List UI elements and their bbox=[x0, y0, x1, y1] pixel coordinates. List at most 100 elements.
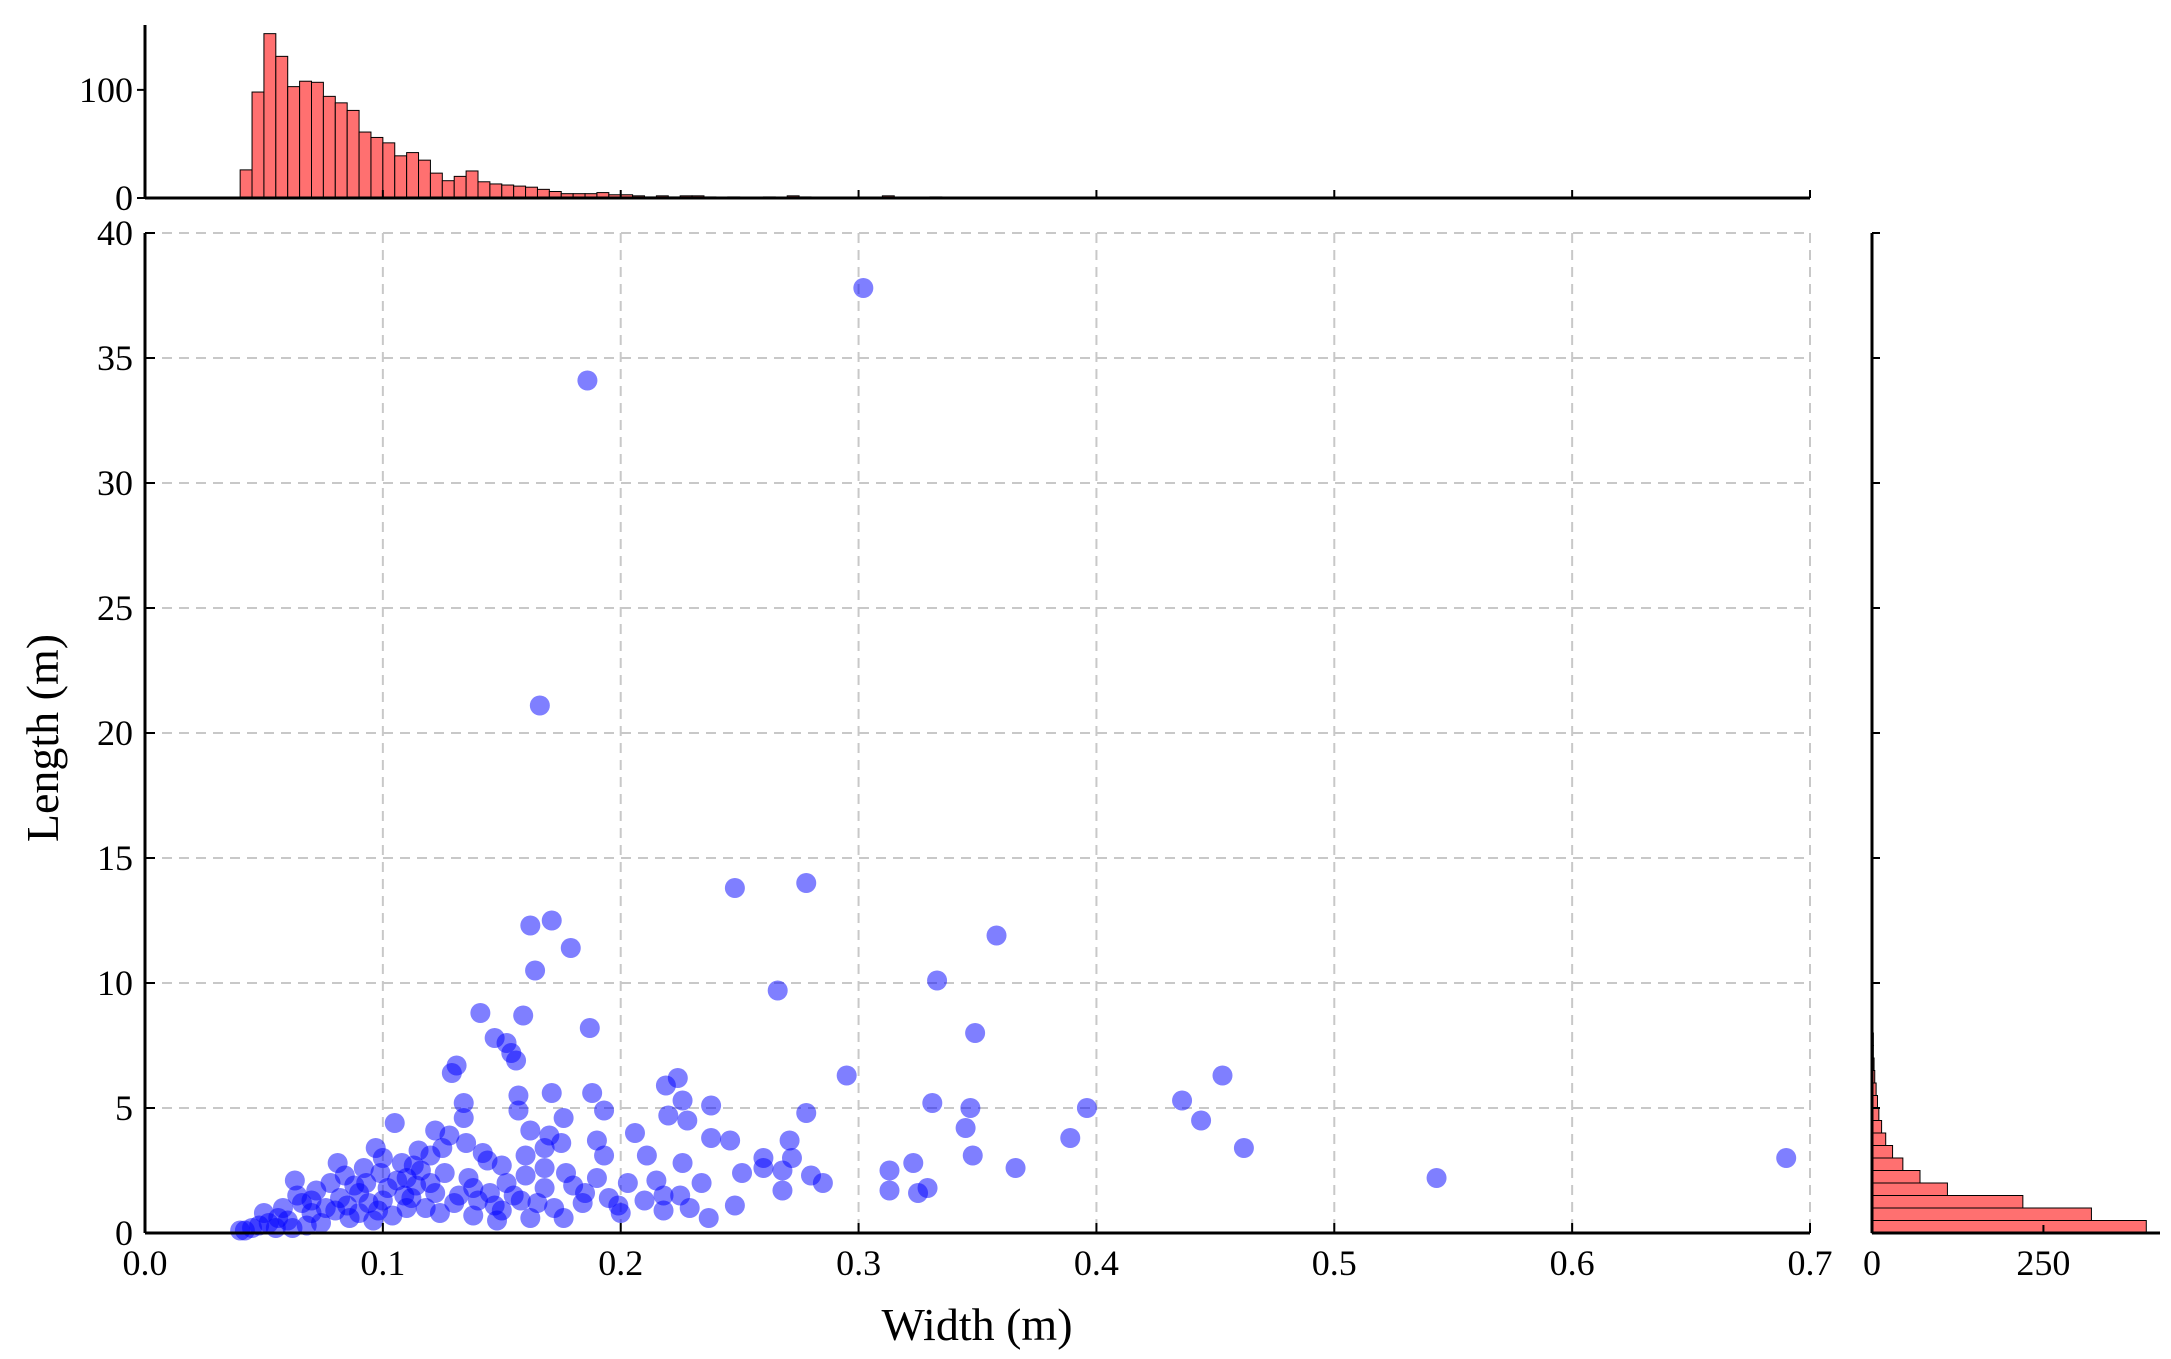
y-tick-label: 0 bbox=[115, 1213, 133, 1253]
scatter-point bbox=[265, 1218, 286, 1238]
scatter-point bbox=[253, 1203, 274, 1223]
scatter-point bbox=[448, 1185, 469, 1206]
x-histogram-bar bbox=[239, 169, 253, 199]
y-tick-label: 40 bbox=[97, 213, 133, 253]
scatter-point bbox=[534, 1178, 555, 1198]
scatter-point bbox=[541, 1083, 562, 1103]
x-histogram-bar bbox=[525, 186, 538, 199]
scatter-point bbox=[853, 278, 874, 298]
x-histogram-bar bbox=[501, 184, 515, 199]
scatter-point bbox=[796, 873, 817, 893]
scatter-point bbox=[646, 1170, 667, 1191]
scatter-point bbox=[955, 1118, 976, 1138]
scatter-point bbox=[370, 1163, 391, 1183]
scatter-point bbox=[1233, 1138, 1254, 1158]
top-hist-y-tick-label: 0 bbox=[115, 178, 133, 218]
y-histogram-bar bbox=[1871, 1157, 1904, 1171]
scatter-point bbox=[672, 1090, 693, 1111]
x-tick-label: 0.2 bbox=[598, 1243, 643, 1283]
scatter-point bbox=[965, 1023, 986, 1043]
scatter-point bbox=[732, 1163, 753, 1183]
scatter-point bbox=[491, 1155, 512, 1176]
scatter-point bbox=[1776, 1148, 1797, 1168]
y-tick-label: 5 bbox=[115, 1088, 133, 1128]
scatter-point bbox=[1212, 1065, 1233, 1086]
x-histogram-bar bbox=[358, 131, 372, 199]
main-grid bbox=[145, 232, 1811, 1233]
scatter-point bbox=[372, 1148, 393, 1168]
scatter-point bbox=[879, 1180, 900, 1201]
scatter-point bbox=[425, 1120, 446, 1141]
scatter-point bbox=[653, 1200, 674, 1221]
right-hist-x-tick-label: 0 bbox=[1863, 1243, 1881, 1283]
scatter-point bbox=[284, 1170, 305, 1191]
scatter-point bbox=[701, 1095, 722, 1116]
y-tick-label: 25 bbox=[97, 588, 133, 628]
scatter-point bbox=[487, 1210, 508, 1231]
scatter-point bbox=[698, 1208, 719, 1228]
scatter-point bbox=[594, 1145, 615, 1166]
x-histogram-bar bbox=[263, 33, 277, 199]
scatter-point bbox=[927, 970, 948, 991]
scatter-point bbox=[1191, 1110, 1212, 1131]
scatter-point bbox=[529, 695, 550, 716]
scatter-point bbox=[779, 1130, 800, 1151]
scatter-point bbox=[503, 1185, 524, 1206]
scatter-point bbox=[908, 1183, 929, 1203]
scatter-point bbox=[1426, 1168, 1447, 1188]
x-tick-label: 0.3 bbox=[836, 1243, 881, 1283]
scatter-point bbox=[772, 1180, 793, 1201]
scatter-point bbox=[577, 370, 598, 391]
scatter-point bbox=[653, 1185, 674, 1206]
scatter-point bbox=[525, 960, 546, 981]
top-histogram: 0 100 bbox=[79, 25, 1811, 218]
scatter-point bbox=[610, 1203, 631, 1223]
scatter-point bbox=[403, 1155, 424, 1176]
x-tick-label: 0.0 bbox=[123, 1243, 168, 1283]
scatter-point bbox=[325, 1200, 346, 1221]
scatter-point bbox=[572, 1193, 593, 1213]
scatter-point bbox=[534, 1138, 555, 1158]
y-histogram-bar bbox=[1871, 1182, 1948, 1196]
y-histogram-bar bbox=[1871, 1132, 1887, 1146]
scatter-point bbox=[470, 1003, 491, 1023]
y-tick-label: 15 bbox=[97, 838, 133, 878]
scatter-point bbox=[356, 1173, 377, 1193]
scatter-point bbox=[456, 1133, 477, 1153]
scatter-point bbox=[617, 1173, 638, 1193]
y-tick-label: 35 bbox=[97, 338, 133, 378]
y-axis-title: Length (m) bbox=[17, 634, 68, 842]
scatter-point bbox=[508, 1100, 529, 1121]
scatter-point bbox=[594, 1100, 615, 1121]
scatter-point bbox=[563, 1175, 584, 1196]
scatter-point bbox=[634, 1190, 655, 1211]
x-histogram-bar bbox=[418, 159, 431, 199]
scatter-point bbox=[962, 1145, 983, 1166]
scatter-point bbox=[453, 1093, 474, 1113]
scatter-point bbox=[582, 1083, 603, 1103]
scatter-point bbox=[479, 1183, 500, 1203]
scatter-point bbox=[720, 1130, 741, 1151]
scatter-point bbox=[679, 1198, 700, 1218]
scatter-point bbox=[429, 1203, 450, 1223]
scatter-point bbox=[655, 1075, 676, 1096]
scatter-point bbox=[334, 1165, 355, 1186]
scatter-point bbox=[463, 1205, 484, 1226]
x-axis-title: Width (m) bbox=[881, 1299, 1072, 1350]
x-histogram-bar bbox=[394, 155, 408, 199]
scatter-point bbox=[515, 1145, 536, 1166]
y-tick-label: 10 bbox=[97, 963, 133, 1003]
scatter-point bbox=[767, 980, 788, 1001]
right-hist-x-tick-label: 250 bbox=[2016, 1243, 2070, 1283]
x-tick-label: 0.7 bbox=[1788, 1243, 1833, 1283]
scatter-point bbox=[879, 1160, 900, 1181]
scatter-point bbox=[534, 1158, 555, 1178]
scatter-point bbox=[586, 1168, 607, 1188]
x-histogram-bar bbox=[334, 102, 348, 199]
scatter-point bbox=[836, 1065, 857, 1086]
x-histogram-bar bbox=[311, 81, 324, 199]
x-tick-label: 0.1 bbox=[360, 1243, 405, 1283]
scatter-point bbox=[624, 1123, 645, 1143]
scatter-point bbox=[387, 1170, 408, 1191]
